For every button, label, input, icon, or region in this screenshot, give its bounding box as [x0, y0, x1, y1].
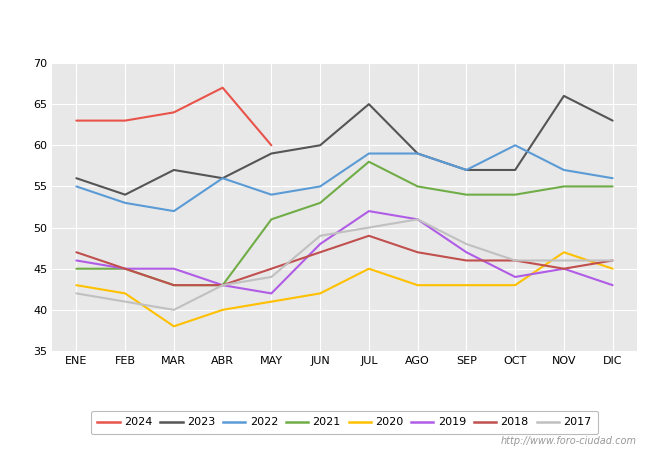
- Text: Afiliados en Cubo de Benavente a 31/5/2024: Afiliados en Cubo de Benavente a 31/5/20…: [140, 16, 510, 34]
- Text: http://www.foro-ciudad.com: http://www.foro-ciudad.com: [501, 436, 637, 446]
- Legend: 2024, 2023, 2022, 2021, 2020, 2019, 2018, 2017: 2024, 2023, 2022, 2021, 2020, 2019, 2018…: [91, 411, 598, 434]
